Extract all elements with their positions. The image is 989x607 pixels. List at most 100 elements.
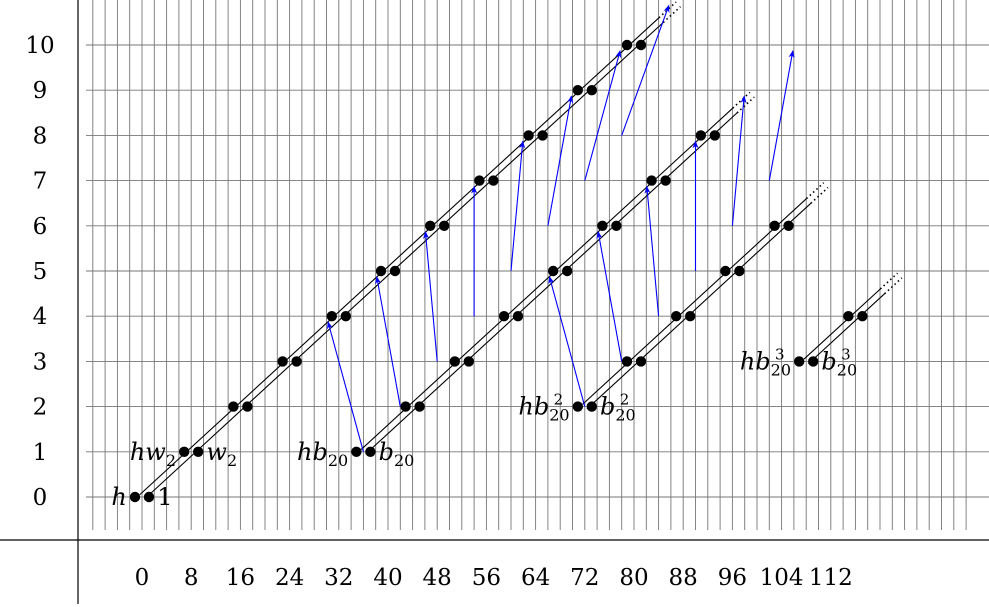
generator-label: b20 bbox=[379, 438, 415, 470]
generator-dot bbox=[179, 446, 190, 457]
tower-continuation-3 bbox=[810, 186, 829, 204]
generator-dot bbox=[572, 85, 583, 96]
differential-arrow bbox=[596, 230, 623, 362]
tower-line-1 bbox=[143, 22, 664, 500]
generator-dot bbox=[193, 446, 204, 457]
generator-dot bbox=[488, 175, 499, 186]
y-tick-label: 1 bbox=[33, 440, 48, 466]
x-tick-label: 112 bbox=[809, 565, 853, 591]
tower-continuation-1 bbox=[658, 1, 677, 19]
generator-label: 1 bbox=[157, 483, 172, 511]
y-tick-label: 7 bbox=[33, 169, 48, 195]
generator-label: hb203 bbox=[740, 345, 791, 379]
generator-dot bbox=[586, 401, 597, 412]
x-tick-label: 24 bbox=[275, 565, 304, 591]
generator-dot bbox=[340, 311, 351, 322]
tower-line-3 bbox=[582, 198, 807, 405]
differential-arrow bbox=[326, 321, 364, 452]
generator-dot bbox=[512, 311, 524, 322]
generator-dot bbox=[734, 265, 745, 277]
differential-arrow bbox=[510, 140, 526, 272]
differentials bbox=[326, 4, 795, 452]
x-tick-label: 104 bbox=[760, 565, 804, 591]
generator-dot bbox=[523, 130, 534, 141]
tower-continuation-1 bbox=[662, 6, 681, 24]
y-tick-label: 8 bbox=[33, 123, 48, 149]
x-tick-label: 80 bbox=[619, 565, 648, 591]
x-tick-label: 8 bbox=[184, 565, 199, 591]
generator-dot bbox=[635, 39, 647, 51]
tower-line-3 bbox=[586, 202, 812, 410]
generator-label: b202 bbox=[600, 391, 636, 425]
x-tick-label: 56 bbox=[472, 565, 501, 591]
differential-arrow bbox=[423, 231, 438, 362]
generator-dot bbox=[843, 311, 854, 322]
generator-dot bbox=[228, 401, 239, 412]
x-tick-label: 48 bbox=[423, 565, 452, 591]
tower-line-4 bbox=[803, 288, 881, 360]
x-tick-labels: 0 8 16 24 32 40 48 56 64 72 80 88 96 104 112 bbox=[135, 565, 853, 591]
differential-arrow bbox=[584, 50, 622, 181]
generator-label: hb20 bbox=[297, 438, 348, 470]
generator-dot bbox=[611, 220, 622, 231]
generator-dot bbox=[586, 85, 597, 96]
y-tick-label: 5 bbox=[33, 259, 48, 285]
grid bbox=[86, 0, 989, 530]
generator-dot bbox=[242, 401, 253, 412]
generator-dot bbox=[685, 311, 696, 322]
generator-dot bbox=[808, 356, 819, 367]
tower-continuation-4 bbox=[879, 272, 899, 290]
generators bbox=[129, 39, 868, 503]
generator-label: hw2 bbox=[130, 438, 176, 470]
generator-dot bbox=[548, 265, 559, 277]
generator-dot bbox=[720, 265, 731, 277]
generator-dot bbox=[621, 356, 633, 367]
x-tick-label: 16 bbox=[226, 565, 255, 591]
differential-arrow bbox=[547, 95, 574, 226]
generator-dot bbox=[375, 265, 387, 277]
generator-dot bbox=[143, 491, 155, 503]
differential-arrow bbox=[768, 50, 795, 181]
generator-dot bbox=[671, 311, 682, 322]
tower-continuation-2 bbox=[732, 91, 751, 109]
y-tick-label: 9 bbox=[33, 78, 48, 104]
differential-arrow bbox=[644, 185, 660, 317]
generator-dot bbox=[365, 446, 376, 457]
tower-line-2 bbox=[360, 107, 734, 450]
generator-dot bbox=[646, 175, 657, 186]
x-tick-label: 88 bbox=[669, 565, 698, 591]
generator-dot bbox=[326, 311, 337, 322]
differential-arrow bbox=[731, 95, 747, 226]
generator-dot bbox=[709, 130, 720, 141]
towers bbox=[139, 1, 903, 500]
generator-dot bbox=[351, 446, 362, 457]
x-tick-label: 0 bbox=[135, 565, 150, 591]
generator-dot bbox=[783, 220, 794, 231]
generator-dot bbox=[562, 265, 573, 277]
generator-dot bbox=[572, 401, 583, 412]
generator-dot bbox=[660, 175, 671, 186]
generator-dot bbox=[414, 401, 425, 412]
x-tick-label: 40 bbox=[373, 565, 402, 591]
generator-dot bbox=[498, 311, 510, 322]
y-tick-label: 3 bbox=[33, 349, 48, 375]
x-tick-label: 32 bbox=[324, 565, 353, 591]
differential-arrow bbox=[374, 276, 401, 407]
generator-label: hb202 bbox=[518, 391, 569, 425]
x-tick-label: 72 bbox=[570, 565, 599, 591]
generator-dot bbox=[463, 356, 474, 367]
y-tick-label: 6 bbox=[33, 214, 48, 240]
tower-continuation-3 bbox=[805, 182, 825, 200]
generator-dot bbox=[129, 491, 141, 503]
tower-continuation-2 bbox=[736, 96, 755, 114]
generator-dot bbox=[400, 401, 411, 412]
generator-dot bbox=[449, 356, 460, 367]
generator-dot bbox=[439, 220, 450, 231]
y-tick-label: 0 bbox=[33, 485, 48, 511]
y-tick-labels: 0 1 2 3 4 5 6 7 8 9 10 bbox=[25, 33, 54, 511]
generator-dot bbox=[474, 175, 485, 186]
x-tick-label: 64 bbox=[521, 565, 550, 591]
differential-arrow bbox=[621, 4, 670, 136]
y-tick-label: 4 bbox=[33, 304, 48, 330]
